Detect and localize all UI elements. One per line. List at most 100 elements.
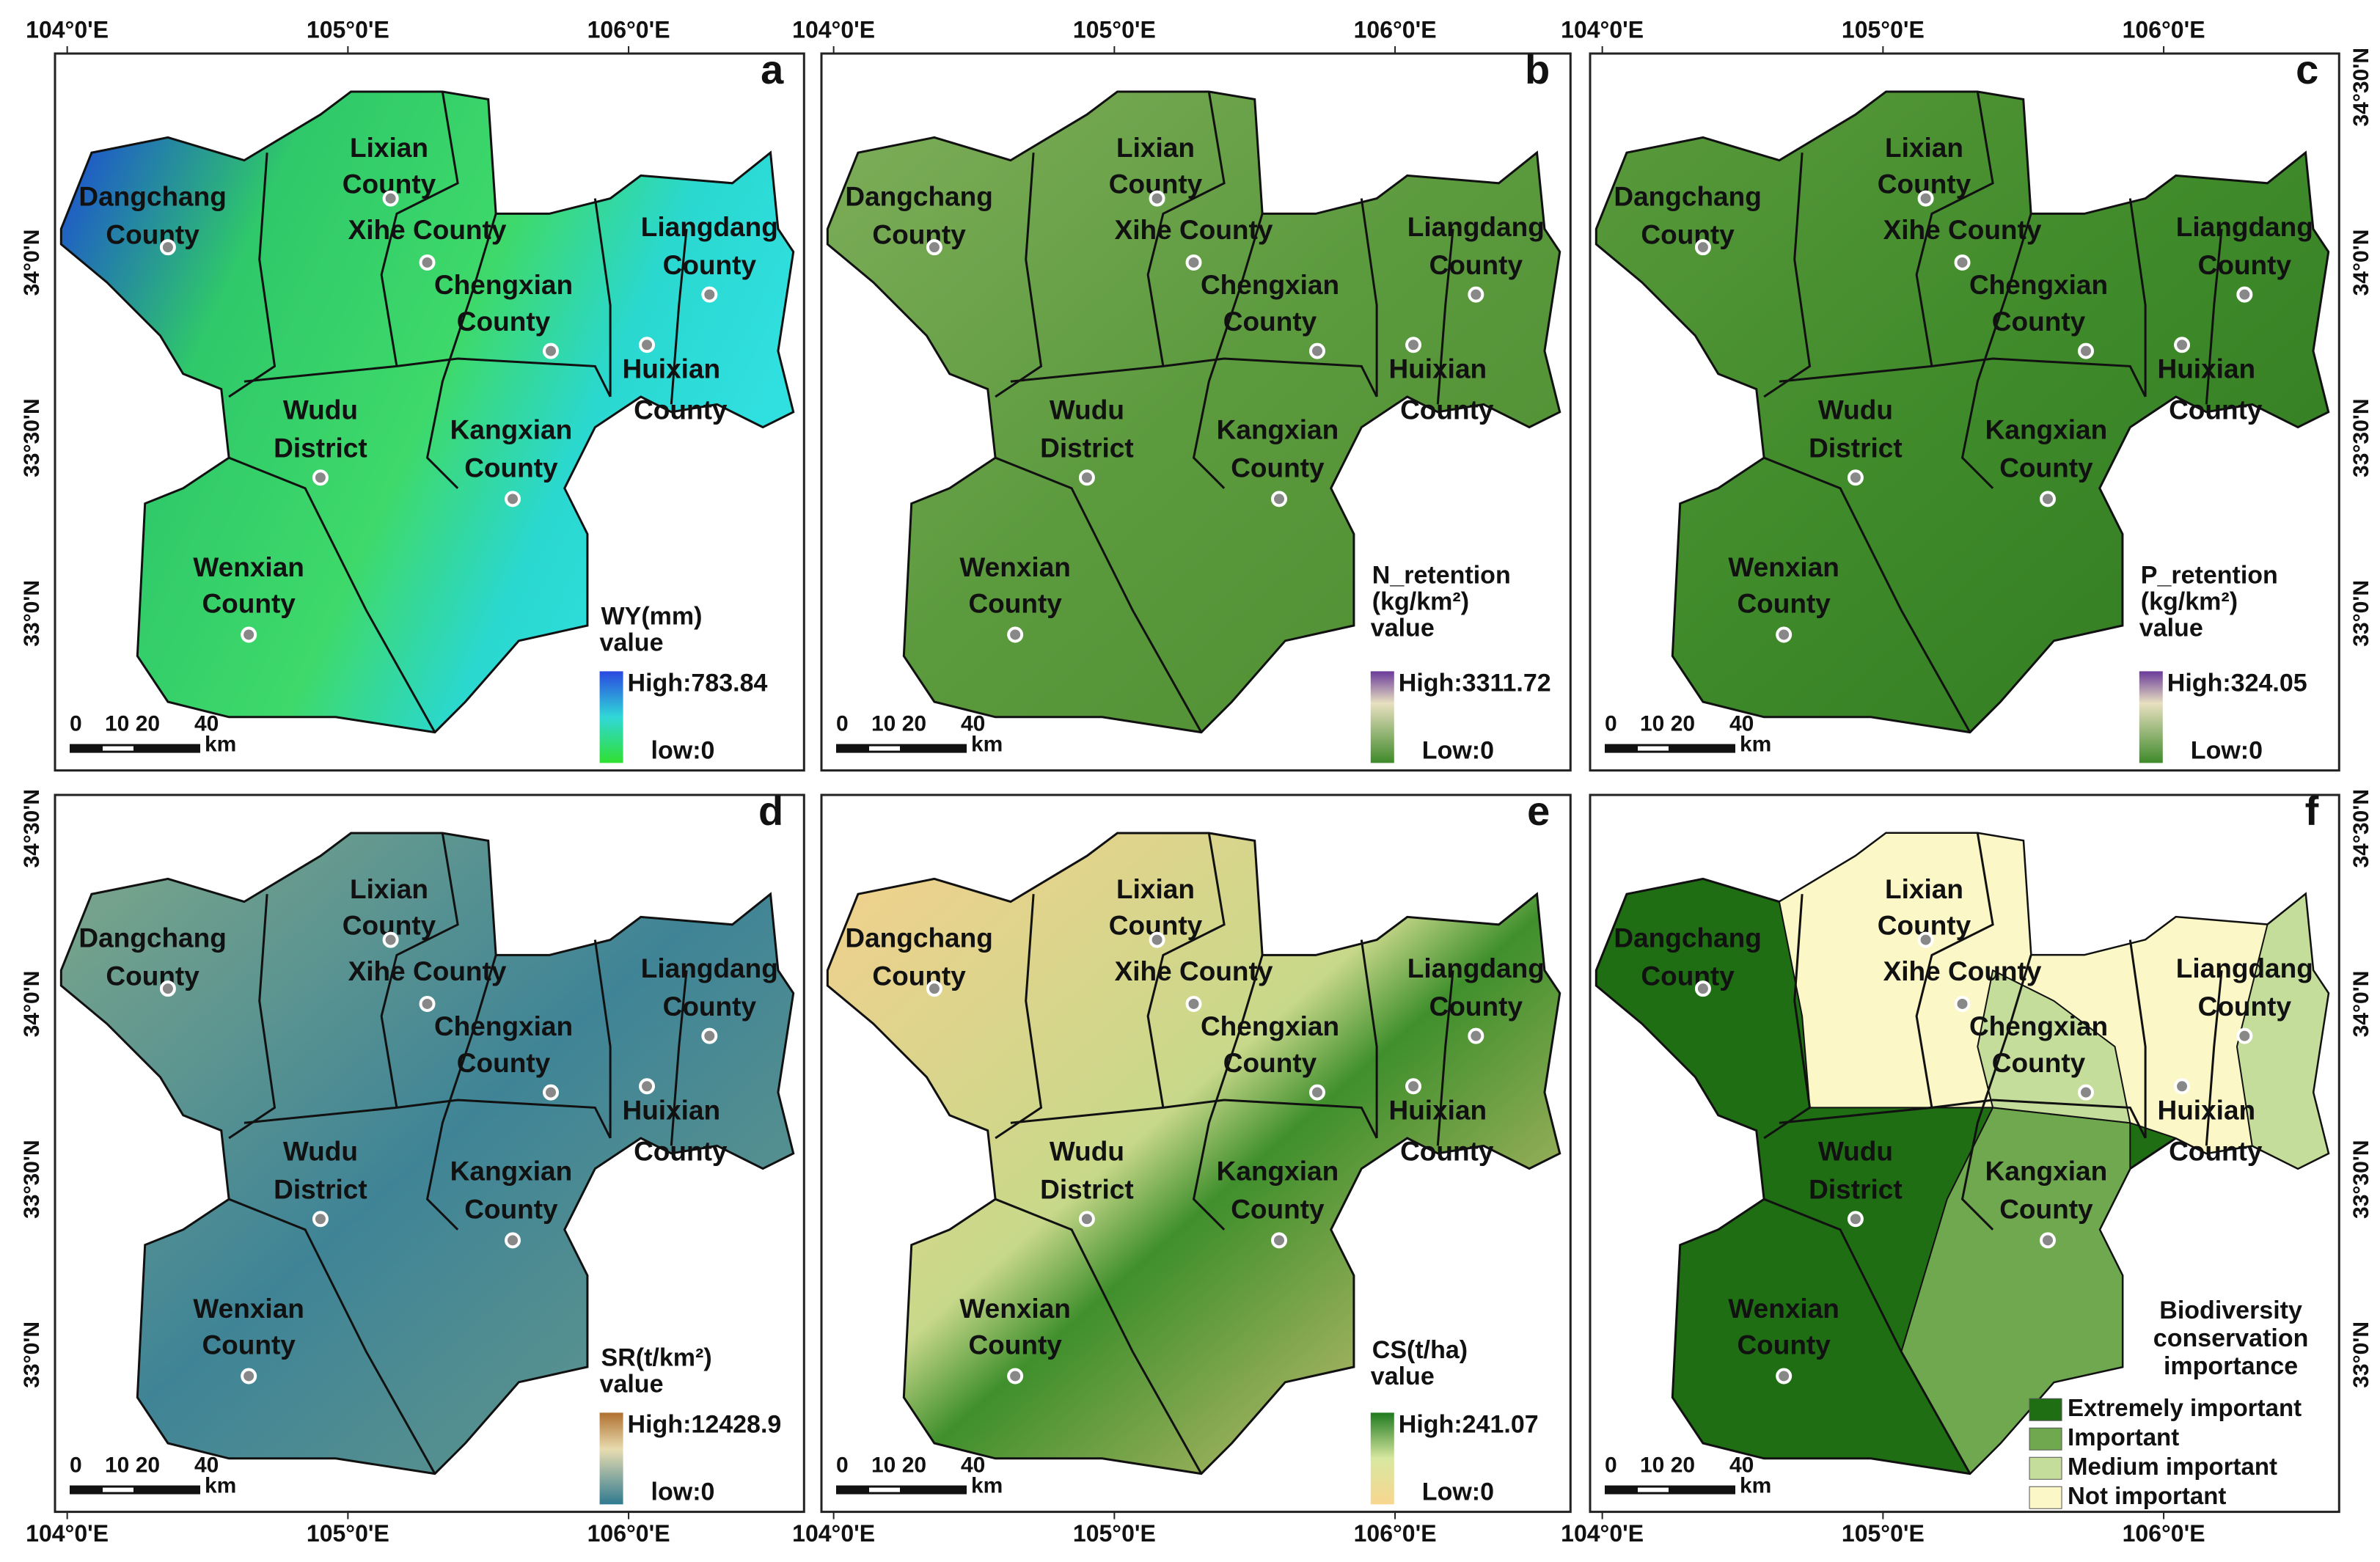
scale-label: 40 (1729, 712, 1754, 736)
county-seat (543, 1084, 559, 1101)
scale-label: 0 (70, 712, 82, 736)
legend-title: (kg/km²) (2141, 587, 2238, 615)
county-label: Liangdang (1407, 953, 1545, 983)
county-label: Wenxian (1728, 1294, 1839, 1324)
county-boundary (1146, 91, 1226, 367)
county-seat (1007, 626, 1024, 643)
county-label: Lixian (350, 133, 428, 163)
county-seat (1405, 1078, 1422, 1095)
legend-title: value (1371, 1363, 1435, 1390)
county-label: County (457, 1048, 551, 1078)
county-seat (639, 337, 656, 353)
county-seat (1954, 254, 1971, 271)
county-label: Chengxian (434, 1011, 573, 1041)
lon-label: 106°0'E (2123, 1520, 2205, 1547)
county-seat (1185, 254, 1202, 271)
lat-label: 34°30'N (2349, 48, 2373, 127)
panel-letter: b (1525, 46, 1550, 92)
county-label: Dangchang (845, 923, 992, 953)
lat-label: 33°30'N (2349, 398, 2373, 477)
panel-letter: d (758, 788, 783, 834)
lat-label: 33°0'N (2349, 1321, 2373, 1388)
county-boundary (380, 91, 459, 367)
scale-label: 40 (194, 712, 219, 736)
county-label: Xihe County (1883, 215, 2042, 245)
county-boundary (1436, 229, 1454, 405)
legend-label: Not important (2068, 1482, 2226, 1509)
county-label: Wenxian (959, 552, 1070, 582)
county-label: County (663, 250, 757, 280)
county-label: County (464, 453, 558, 483)
county-label: Dangchang (78, 923, 226, 953)
scale-label: 40 (194, 1453, 219, 1478)
county-boundary (1960, 213, 2032, 489)
county-label: County (1737, 1330, 1831, 1360)
scale-bar (1638, 746, 1669, 751)
scale-label: 0 (1605, 712, 1617, 736)
panel: Dangchang County Lixian County Xihe County Li… (1561, 788, 2373, 1547)
county-boundary (228, 456, 436, 733)
lon-label: 106°0'E (587, 16, 670, 43)
county-boundary (995, 456, 1203, 733)
scale-label: 0 (1605, 1453, 1617, 1478)
county-seat (1149, 931, 1165, 948)
county-label: County (202, 1330, 296, 1360)
legend-swatch (2029, 1427, 2062, 1451)
lon-label: 104°0'E (792, 1520, 875, 1547)
county-label: County (1223, 1048, 1317, 1078)
county-label: Xihe County (348, 215, 507, 245)
legend-title: conservation (2153, 1324, 2309, 1352)
county-label: Xihe County (1115, 215, 1273, 245)
county-seat (2236, 286, 2253, 303)
map-area (59, 90, 795, 734)
county-label: Liangdang (2176, 212, 2313, 242)
county-label: County (1992, 307, 2086, 337)
county-label: Chengxian (1969, 270, 2108, 300)
county-label: Huixian (622, 353, 720, 384)
county-boundary (1010, 357, 1378, 397)
lon-label: 106°0'E (2123, 16, 2205, 43)
county-label: Xihe County (1115, 956, 1273, 986)
county-boundary (1915, 91, 1994, 367)
lat-label: 34°0'N (2349, 971, 2373, 1038)
lon-label: 104°0'E (1561, 16, 1644, 43)
lat-label: 33°0'N (2349, 580, 2373, 647)
county-label: Lixian (1116, 874, 1195, 904)
scale-bar (1605, 744, 1735, 753)
county-seat (543, 342, 559, 359)
county-label: Dangchang (1614, 181, 1761, 211)
scale-unit: km (1740, 733, 1771, 757)
county-seat (2236, 1027, 2253, 1044)
county-seat (1694, 239, 1711, 256)
lon-label: 104°0'E (26, 1520, 109, 1547)
lon-label: 104°0'E (792, 16, 875, 43)
county-seat (1468, 1027, 1484, 1044)
county-seat (1847, 1211, 1864, 1228)
panel-letter: f (2305, 788, 2319, 834)
county-label: County (968, 1330, 1062, 1360)
county-label: Liangdang (2176, 953, 2313, 983)
scale-unit: km (971, 1474, 1003, 1498)
lat-label: 33°0'N (20, 580, 44, 647)
county-boundary (1360, 939, 1378, 1138)
county-label: Chengxian (1969, 1011, 2108, 1041)
county-seat (419, 995, 436, 1012)
lon-label: 105°0'E (307, 1520, 389, 1547)
county-label: Lixian (350, 874, 428, 904)
county-seat (1185, 995, 1202, 1012)
county-seat (1847, 469, 1864, 486)
county-label: County (1737, 589, 1831, 619)
county-label: County (1223, 307, 1317, 337)
county-label: County (1641, 961, 1735, 991)
county-label: Dangchang (1614, 923, 1761, 953)
panel: Dangchang County Lixian County Xihe County Li… (20, 16, 805, 772)
legend-title: importance (2164, 1352, 2298, 1380)
county-seat (2174, 337, 2191, 353)
lon-label: 105°0'E (307, 16, 389, 43)
county-label: County (1231, 1195, 1325, 1225)
county-boundary (1146, 832, 1226, 1108)
county-seat (1917, 931, 1934, 948)
county-seat (1309, 342, 1325, 359)
county-label: District (1040, 433, 1133, 463)
legend-colorbar (599, 671, 623, 763)
